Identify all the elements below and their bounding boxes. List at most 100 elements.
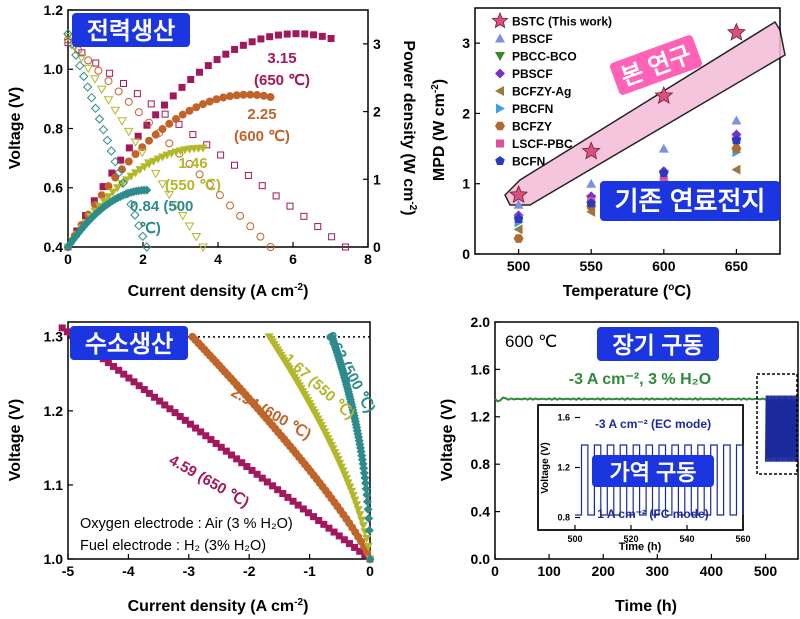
dur-y-tick-label: 0.4 <box>471 504 491 520</box>
inset-y-tick-label: 1.6 <box>557 413 570 423</box>
legend-marker-1 <box>495 33 505 43</box>
dur-x-tick-label: 0 <box>491 563 499 579</box>
inset-y-axis-label: Voltage (V) <box>540 442 551 493</box>
fc-iv-point-650 <box>300 212 308 220</box>
dur-temperature: 600 ℃ <box>505 332 557 351</box>
mpd-point-4 <box>731 164 741 175</box>
dur-x-tick-label: 300 <box>646 563 670 579</box>
legend-marker-2 <box>495 52 505 61</box>
fc-iv-point-600 <box>215 191 224 200</box>
fc-power-point-650 <box>169 92 177 100</box>
mpd-y-tick-label: 1 <box>462 176 470 192</box>
dur-y-tick-label: 0.0 <box>471 551 491 567</box>
mpd-point-1 <box>513 199 524 209</box>
oxygen-electrode-note: Oxygen electrode : Air (3 % H₂O) <box>80 516 293 532</box>
fc-y-axis-label: Voltage (V) <box>7 87 24 169</box>
ec-point-500 <box>362 497 372 507</box>
fc-iv-point-650 <box>328 233 336 241</box>
fc-power-point-550 <box>104 193 113 202</box>
ec-point-650 <box>351 543 359 551</box>
mpd-x-axis-label: Temperature (oC) <box>563 282 692 300</box>
fc-power-point-600 <box>239 90 248 99</box>
fc-iv-point-500 <box>126 199 136 210</box>
ec-point-650 <box>110 362 118 370</box>
fc-peak-label-550: 1.46 <box>178 155 207 172</box>
this-work-highlight-band <box>504 20 786 206</box>
mpd-y-tick-label: 0 <box>462 246 470 262</box>
legend-label-3: PBSCF <box>512 67 553 81</box>
ec-point-500 <box>361 484 371 494</box>
fc-power-point-650 <box>134 132 142 140</box>
mpd-point-1 <box>658 143 669 153</box>
dur-ticks: 0 100 200 300 400 500 0.0 0.4 0.8 1.2 1.6 2.0 <box>471 314 778 579</box>
fc-iv-point-550 <box>130 138 141 147</box>
inset-title: 가역 구동 <box>609 460 696 485</box>
legend-marker-7 <box>496 139 504 148</box>
ec-point-650 <box>217 443 225 451</box>
fc-iv-point-500 <box>130 210 140 220</box>
fc-power-point-650 <box>266 33 274 41</box>
fc-y2-axis-label: Power density (W cm-2) <box>400 40 418 215</box>
ec-title-box <box>70 326 188 360</box>
ec-point-650 <box>58 324 66 332</box>
mpd-point-8 <box>731 135 742 145</box>
fc-power-point-650 <box>90 197 98 205</box>
fc-iv-point-650 <box>120 79 127 87</box>
ec-point-650 <box>335 532 343 540</box>
ec-point-650 <box>156 397 164 405</box>
dur-x-tick-label: 500 <box>754 563 778 579</box>
mpd-point-0 <box>581 141 601 160</box>
fc-power-point-600 <box>131 150 140 159</box>
fc-power-point-650 <box>117 156 125 164</box>
ec-y-tick-label: 1.0 <box>44 551 64 567</box>
ec-x-tick-label: -3 <box>183 563 196 579</box>
fc-iv-point-600 <box>134 108 143 117</box>
fc-iv-point-650 <box>92 59 100 67</box>
mpd-x-tick-label: 550 <box>580 258 604 274</box>
fc-power-point-650 <box>213 56 221 64</box>
fc-power-point-550 <box>149 157 158 166</box>
ec-point-650 <box>130 378 138 386</box>
fc-power-point-650 <box>327 34 335 42</box>
inset-series <box>575 444 744 516</box>
fc-power-point-600 <box>246 90 255 99</box>
this-work-tag-box <box>609 35 703 95</box>
ec-x-tick-label: -4 <box>122 563 135 579</box>
fc-power-point-600 <box>91 200 99 209</box>
fc-power-point-600 <box>118 165 126 174</box>
dur-title: 장기 구동 <box>612 332 703 358</box>
fc-iv-point-550 <box>150 169 161 179</box>
ec-x-axis-label: Current density (A cm-2) <box>128 597 309 615</box>
mpd-x-tick-label: 600 <box>652 258 676 274</box>
fc-iv-point-600 <box>64 35 72 44</box>
ec-point-650 <box>161 401 169 409</box>
ec-point-650 <box>258 474 266 482</box>
ec-point-650 <box>274 486 282 494</box>
mpd-plot-frame <box>474 7 781 255</box>
inset-y-tick-label: 0.8 <box>557 513 570 523</box>
fc-iv-point-550 <box>171 201 181 210</box>
fc-temp-label-650: (650 ℃) <box>254 72 310 89</box>
fc-iv-point-550 <box>184 222 195 231</box>
fc-iv-point-600 <box>236 211 245 220</box>
fc-power-point-600 <box>145 136 153 145</box>
mpd-point-8 <box>513 213 524 223</box>
fc-power-point-600 <box>219 93 228 102</box>
fc-iv-point-500 <box>138 231 148 242</box>
fc-power-point-550 <box>144 160 154 169</box>
ec-y-tick-label: 1.1 <box>44 477 64 493</box>
mpd-point-4 <box>513 224 523 235</box>
fc-iv-point-550 <box>63 33 73 42</box>
fc-temp-label-500: ℃) <box>139 220 161 237</box>
inset-x-tick-label: 560 <box>735 534 750 544</box>
fc-power-point-650 <box>99 183 107 191</box>
fc-power-point-550 <box>126 172 136 181</box>
ec-ticks: -5 -4 -3 -2 -1 0 1.0 1.1 1.2 1.3 <box>44 329 375 579</box>
inset-y-tick-label: 1.2 <box>557 463 570 473</box>
ec-point-650 <box>310 513 318 521</box>
dur-x-tick-label: 400 <box>700 563 724 579</box>
fc-power-point-600 <box>212 95 221 104</box>
legend-label-5: PBCFN <box>512 102 553 116</box>
ec-y-tick-label: 1.3 <box>44 329 64 345</box>
fc-iv-point-500 <box>86 92 97 103</box>
